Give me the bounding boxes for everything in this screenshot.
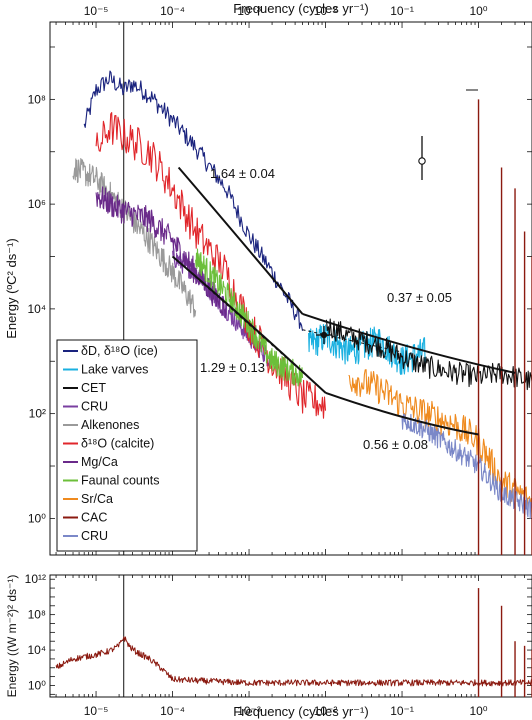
legend-label: CAC xyxy=(81,511,107,525)
top-y-axis-title: Energy (ºC² ds⁻¹) xyxy=(4,238,19,338)
top-x-tick-label-top: 10⁰ xyxy=(469,4,487,18)
error-bar-marker xyxy=(320,331,328,339)
slope-annotation: 0.37 ± 0.05 xyxy=(387,290,452,305)
bottom-y-axis-title: Energy ((W m⁻²)² ds⁻¹) xyxy=(5,575,19,698)
legend-box xyxy=(56,339,198,552)
top-y-tick-label: 10² xyxy=(29,407,46,421)
legend-label: CET xyxy=(81,381,106,395)
bottom-y-tick-label: 10⁸ xyxy=(28,608,46,622)
legend-label: Faunal counts xyxy=(81,474,160,488)
power-law-fit xyxy=(302,313,516,374)
top-x-tick-label-top: 10⁻¹ xyxy=(390,4,414,18)
top-x-axis-title: Frequency (cycles yr⁻¹) xyxy=(233,1,368,16)
legend: δD, δ¹⁸O (ice) Lake varves CET CRU Alkenones… xyxy=(56,339,198,552)
dashed-fit xyxy=(302,329,403,353)
top-x-tick-label-top: 10⁻³ xyxy=(237,4,261,18)
power-law-fit xyxy=(171,255,327,394)
bottom-x-tick-label: 10⁰ xyxy=(469,704,487,718)
legend-label: Lake varves xyxy=(81,363,148,377)
bottom-x-tick-label: 10⁻⁵ xyxy=(84,704,109,718)
temperature-spectra-panel: 10⁻⁵ 10⁻⁴ 10⁻³ 10⁻² 10⁻¹ 10⁰ 10⁰ 10² 10⁴ 10⁶ 10⁸ Fr… xyxy=(4,1,532,556)
legend-label: CRU xyxy=(81,529,108,543)
slope-annotation: 1.29 ± 0.13 xyxy=(200,360,265,375)
bottom-x-tick-label: 10⁻¹ xyxy=(390,704,414,718)
series-line-cru xyxy=(401,413,532,519)
bottom-x-tick-label: 10⁻² xyxy=(314,704,338,718)
series-line-faunal-counts xyxy=(195,248,304,387)
power-law-fit xyxy=(325,391,479,436)
slope-annotation: 1.64 ± 0.04 xyxy=(210,166,275,181)
series-line-mg-ca xyxy=(95,186,227,319)
top-x-tick-label-top: 10⁻⁵ xyxy=(84,4,109,18)
legend-label: Alkenones xyxy=(81,418,139,432)
legend-label: δD, δ¹⁸O (ice) xyxy=(81,344,158,358)
top-y-tick-label: 10⁸ xyxy=(28,92,46,106)
bottom-x-tick-label: 10⁻⁴ xyxy=(160,704,185,718)
slope-annotation: 0.56 ± 0.08 xyxy=(363,437,428,452)
top-y-tick-label: 10⁴ xyxy=(27,302,46,316)
legend-label: Sr/Ca xyxy=(81,492,113,506)
series-line-lake-varves xyxy=(308,324,426,375)
legend-label: CRU xyxy=(81,400,108,414)
bottom-y-tick-label: 10⁴ xyxy=(27,643,46,657)
top-y-tick-label: 10⁶ xyxy=(28,197,46,211)
legend-label: Mg/Ca xyxy=(81,455,118,469)
bottom-plot-frame xyxy=(49,574,532,698)
top-x-tick-label-top: 10⁻² xyxy=(314,4,338,18)
top-y-tick-label: 10⁰ xyxy=(28,511,46,525)
dashed-fit xyxy=(172,256,326,394)
series-line-cet xyxy=(324,318,532,391)
error-bar-marker xyxy=(418,157,426,165)
bottom-x-axis-title: Frequency (cycles yr⁻¹) xyxy=(233,704,368,719)
bottom-y-tick-label: 10¹² xyxy=(25,572,46,586)
series-line--d-o-ice- xyxy=(83,70,304,331)
legend-label: δ¹⁸O (calcite) xyxy=(81,437,154,451)
top-plot-frame xyxy=(49,21,532,556)
top-x-tick-label-top: 10⁻⁴ xyxy=(160,4,185,18)
insolation-spectrum-panel: 10⁻⁵ 10⁻⁴ 10⁻³ 10⁻² 10⁻¹ 10⁰ 10⁰ 10⁴ 10⁸ 10¹² Freq… xyxy=(5,572,532,719)
insolation-spectrum-line xyxy=(55,636,532,687)
bottom-y-tick-label: 10⁰ xyxy=(28,678,46,692)
power-law-fit xyxy=(177,166,304,315)
bottom-x-tick-label: 10⁻³ xyxy=(237,704,261,718)
